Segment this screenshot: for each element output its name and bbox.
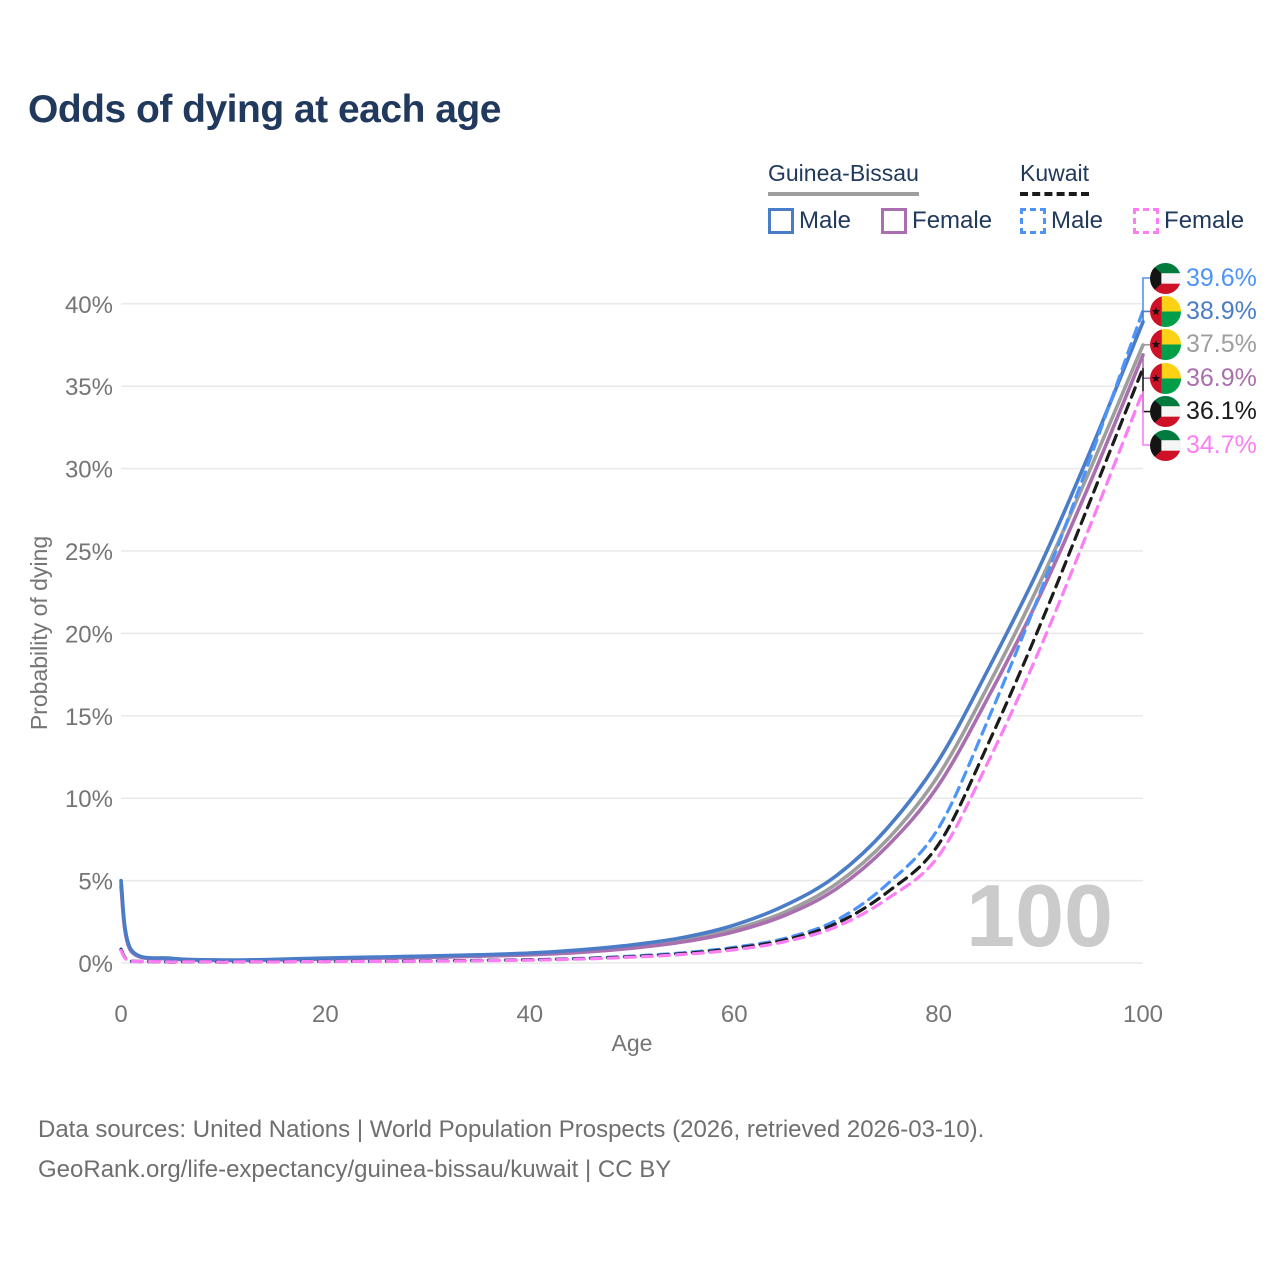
y-tick-label: 0% — [78, 951, 113, 978]
y-tick-label: 25% — [65, 539, 113, 566]
legend-item-label: Male — [799, 207, 852, 234]
end-label-kuwait-male: 39.6% — [1150, 262, 1257, 294]
legend-item-kuwait-female[interactable]: Female — [1133, 207, 1244, 235]
y-tick-label: 30% — [65, 457, 113, 484]
legend-item-guinea-bissau-male[interactable]: Male — [768, 207, 851, 235]
x-tick-label: 40 — [516, 1001, 543, 1028]
legend-item-label: Female — [1164, 207, 1245, 234]
legend-item-kuwait-male[interactable]: Male — [1020, 207, 1103, 235]
series-line-kuwait-female — [119, 389, 1145, 964]
legend-country-guinea-bissau: Guinea-Bissau — [768, 160, 919, 196]
y-tick-label: 40% — [65, 292, 113, 319]
guinea-bissau-flag-icon — [1150, 295, 1181, 327]
legend-items-kuwait: Male Female — [1020, 207, 1244, 235]
y-axis-title: Probability of dying — [26, 536, 52, 730]
legend-item-label: Female — [912, 207, 993, 234]
x-tick-label: 60 — [721, 1001, 748, 1028]
y-tick-label: 20% — [65, 621, 113, 648]
end-label-value: 36.1% — [1186, 397, 1257, 426]
end-label-value: 34.7% — [1186, 430, 1257, 459]
kuwait-flag-icon — [1150, 396, 1181, 428]
x-tick-label: 0 — [114, 1001, 127, 1028]
y-tick-label: 5% — [78, 869, 113, 896]
x-axis-title: Age — [612, 1030, 653, 1056]
end-label-guinea-bissau-total: 37.5% — [1150, 329, 1257, 361]
x-tick-label: 20 — [312, 1001, 339, 1028]
legend-swatch-kuwait-female-icon — [1133, 208, 1160, 234]
end-label-kuwait-female: 34.7% — [1150, 429, 1257, 461]
legend-swatch-guinea-bissau-female-icon — [881, 208, 908, 234]
kuwait-flag-icon — [1150, 429, 1181, 461]
footer: Data sources: United Nations | World Pop… — [38, 1110, 984, 1190]
end-label-value: 39.6% — [1186, 263, 1257, 292]
leader-line-kuwait-male — [1142, 277, 1152, 311]
legend: Guinea-Bissau Male Female Kuwait Male — [0, 160, 1280, 240]
series-line-guinea-bissau-male — [119, 320, 1145, 962]
guinea-bissau-flag-icon — [1150, 362, 1181, 394]
page-title: Odds of dying at each age — [28, 88, 501, 131]
legend-group-guinea-bissau: Guinea-Bissau Male Female — [768, 160, 992, 235]
x-tick-label: 80 — [925, 1001, 952, 1028]
legend-item-label: Male — [1051, 207, 1104, 234]
end-label-value: 36.9% — [1186, 363, 1257, 392]
age-watermark: 100 — [966, 866, 1113, 965]
legend-item-guinea-bissau-female[interactable]: Female — [881, 207, 992, 235]
leader-line-kuwait-female — [1142, 391, 1152, 446]
y-tick-label: 15% — [65, 704, 113, 731]
leader-line-guinea-bissau-male — [1142, 310, 1152, 322]
legend-items-guinea-bissau: Male Female — [768, 207, 992, 235]
legend-group-kuwait: Kuwait Male Female — [1020, 160, 1244, 235]
legend-swatch-guinea-bissau-male-icon — [768, 208, 794, 234]
end-label-value: 38.9% — [1186, 296, 1257, 325]
y-tick-label: 10% — [65, 786, 113, 813]
footer-attribution: GeoRank.org/life-expectancy/guinea-bissa… — [38, 1156, 672, 1183]
footer-data-sources: Data sources: United Nations | World Pop… — [38, 1116, 985, 1143]
kuwait-flag-icon — [1150, 262, 1181, 294]
series-line-kuwait-male — [119, 308, 1145, 964]
x-tick-label: 100 — [1123, 1001, 1163, 1028]
legend-swatch-kuwait-male-icon — [1020, 208, 1046, 234]
end-label-guinea-bissau-female: 36.9% — [1150, 362, 1257, 394]
end-label-guinea-bissau-male: 38.9% — [1150, 295, 1257, 327]
guinea-bissau-flag-icon — [1150, 329, 1181, 361]
y-tick-label: 35% — [65, 374, 113, 401]
end-label-kuwait-total: 36.1% — [1150, 396, 1257, 428]
end-label-value: 37.5% — [1186, 330, 1257, 359]
legend-country-kuwait: Kuwait — [1020, 160, 1090, 196]
